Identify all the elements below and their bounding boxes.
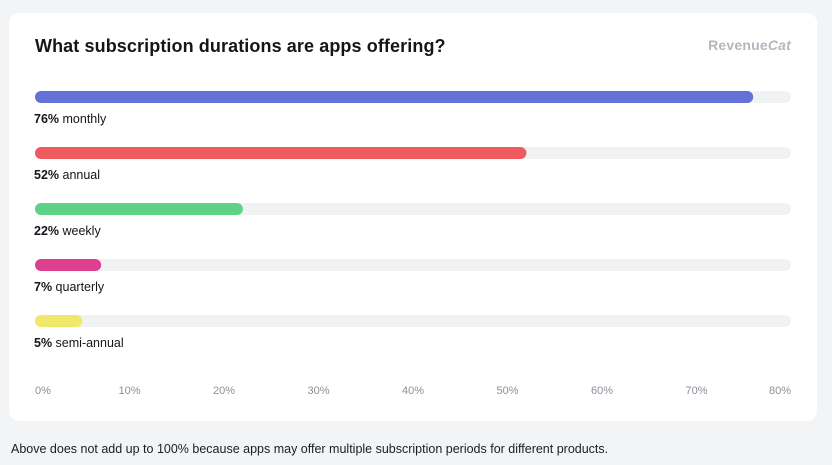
bar-value-monthly: 76% — [34, 112, 59, 126]
bar-track-quarterly — [35, 259, 791, 271]
x-tick-label: 10% — [118, 385, 140, 397]
x-tick-label: 70% — [685, 385, 707, 397]
bar-value-quarterly: 7% — [34, 280, 52, 294]
bar-category-quarterly: quarterly — [52, 280, 105, 294]
bar-quarterly — [35, 259, 102, 271]
bar-category-weekly: weekly — [59, 224, 101, 238]
footnote: Above does not add up to 100% because ap… — [11, 442, 609, 456]
bar-label-weekly: 22% weekly — [34, 224, 101, 238]
bar-weekly — [35, 203, 243, 215]
bar-value-weekly: 22% — [34, 224, 59, 238]
logo-text-cat: Cat — [767, 37, 791, 53]
bar-chart: 76% monthly 52% annual 22% weekly 7% quarte… — [34, 91, 791, 397]
bar-monthly — [35, 91, 754, 103]
bar-label-monthly: 76% monthly — [34, 112, 107, 126]
x-tick-label: 40% — [402, 385, 424, 397]
bar-label-annual: 52% annual — [34, 168, 100, 182]
bar-label-semi-annual: 5% semi-annual — [34, 336, 124, 350]
bar-category-monthly: monthly — [59, 112, 107, 126]
revenuecat-logo: RevenueCat — [708, 37, 791, 53]
logo-text-revenue: Revenue — [708, 37, 768, 53]
bar-track-semi-annual — [35, 315, 791, 327]
bar-value-annual: 52% — [34, 168, 59, 182]
bar-value-semi-annual: 5% — [34, 336, 52, 350]
x-tick-label: 20% — [213, 385, 235, 397]
x-tick-label: 30% — [307, 385, 329, 397]
bar-label-quarterly: 7% quarterly — [34, 280, 105, 294]
bar-semi-annual — [35, 315, 83, 327]
x-tick-label: 0% — [35, 385, 51, 397]
x-tick-label: 50% — [496, 385, 518, 397]
x-tick-label: 80% — [769, 385, 791, 397]
bar-category-semi-annual: semi-annual — [52, 336, 124, 350]
x-tick-label: 60% — [591, 385, 613, 397]
chart-card: What subscription durations are apps off… — [9, 13, 817, 421]
bar-category-annual: annual — [59, 168, 100, 182]
chart-title: What subscription durations are apps off… — [35, 36, 446, 56]
bar-annual — [35, 147, 527, 159]
